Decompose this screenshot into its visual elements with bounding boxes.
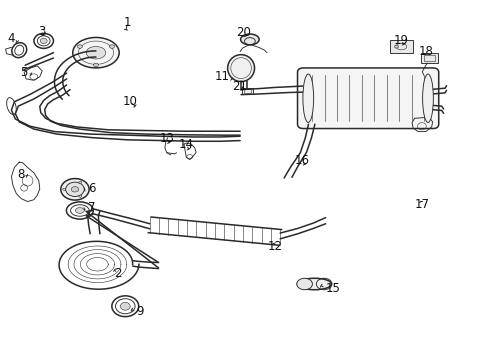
FancyBboxPatch shape: [297, 68, 439, 129]
Ellipse shape: [422, 74, 433, 122]
Text: 3: 3: [39, 25, 46, 38]
Ellipse shape: [79, 181, 82, 184]
Text: 18: 18: [418, 45, 433, 58]
Ellipse shape: [241, 34, 259, 45]
Ellipse shape: [72, 186, 78, 192]
Text: 15: 15: [326, 282, 341, 295]
Text: 11: 11: [214, 70, 229, 83]
Text: 5: 5: [20, 66, 27, 79]
Text: 2: 2: [114, 267, 122, 280]
Bar: [424, 55, 435, 61]
Ellipse shape: [63, 188, 66, 190]
Text: 19: 19: [394, 33, 409, 47]
Ellipse shape: [75, 208, 84, 213]
Ellipse shape: [110, 45, 115, 48]
Ellipse shape: [66, 182, 84, 197]
Ellipse shape: [297, 278, 331, 290]
Ellipse shape: [297, 278, 313, 290]
Text: 9: 9: [137, 306, 144, 319]
Ellipse shape: [94, 63, 98, 67]
Text: 13: 13: [159, 132, 174, 145]
Ellipse shape: [228, 55, 254, 82]
Ellipse shape: [73, 37, 119, 68]
Text: 7: 7: [88, 202, 95, 215]
Ellipse shape: [61, 179, 89, 200]
Text: 20: 20: [237, 27, 251, 40]
Text: 21: 21: [233, 80, 247, 93]
Bar: [244, 89, 251, 93]
Bar: [421, 53, 438, 63]
Bar: [242, 88, 253, 94]
Text: 17: 17: [415, 198, 429, 211]
Text: 16: 16: [295, 154, 310, 167]
Ellipse shape: [121, 302, 130, 310]
Ellipse shape: [86, 46, 106, 59]
Text: 4: 4: [7, 32, 14, 45]
Text: 6: 6: [88, 183, 95, 195]
Ellipse shape: [77, 45, 82, 48]
Ellipse shape: [40, 38, 47, 44]
Text: 10: 10: [122, 95, 138, 108]
Text: 8: 8: [17, 168, 24, 181]
Bar: [390, 40, 413, 53]
Text: 14: 14: [179, 138, 194, 151]
Ellipse shape: [79, 195, 82, 197]
Ellipse shape: [394, 45, 398, 48]
Text: 12: 12: [268, 240, 283, 253]
Text: 1: 1: [124, 16, 131, 29]
Ellipse shape: [303, 74, 314, 122]
